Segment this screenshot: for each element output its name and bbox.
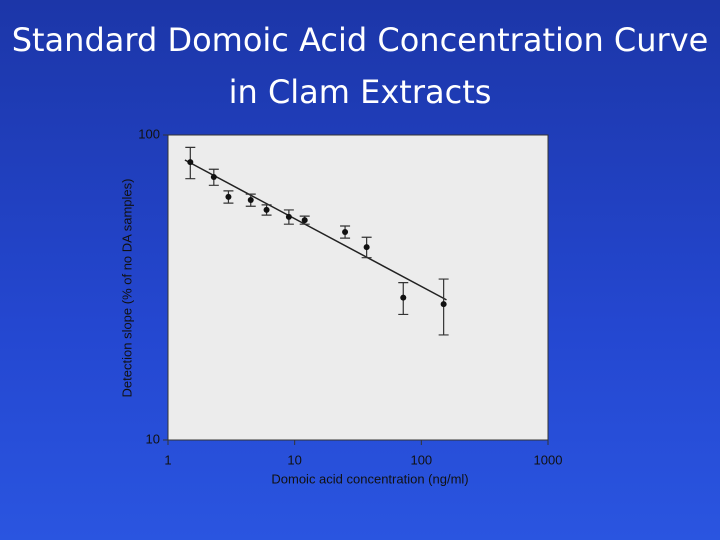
data-point xyxy=(263,206,270,213)
slide-title: Standard Domoic Acid Concentration Curve… xyxy=(11,21,709,111)
x-tick-label: 100 xyxy=(410,452,432,467)
data-point xyxy=(363,244,370,251)
y-axis-label: Detection slope (% of no DA samples) xyxy=(119,179,134,398)
data-point xyxy=(440,301,447,308)
x-tick-label: 10 xyxy=(287,452,301,467)
data-point xyxy=(225,193,232,200)
data-point xyxy=(400,294,407,301)
data-point xyxy=(301,217,308,224)
data-point xyxy=(247,197,254,204)
y-tick-label: 100 xyxy=(138,126,160,141)
x-tick-label: 1 xyxy=(164,452,171,467)
data-point xyxy=(342,228,349,235)
x-tick-label: 1000 xyxy=(534,452,563,467)
x-axis-label: Domoic acid concentration (ng/ml) xyxy=(271,471,468,486)
trend-line xyxy=(184,159,447,301)
data-point xyxy=(210,174,217,181)
data-point xyxy=(187,159,194,166)
data-point xyxy=(285,213,292,220)
plot-area xyxy=(167,134,549,441)
y-tick-label: 10 xyxy=(146,431,160,446)
